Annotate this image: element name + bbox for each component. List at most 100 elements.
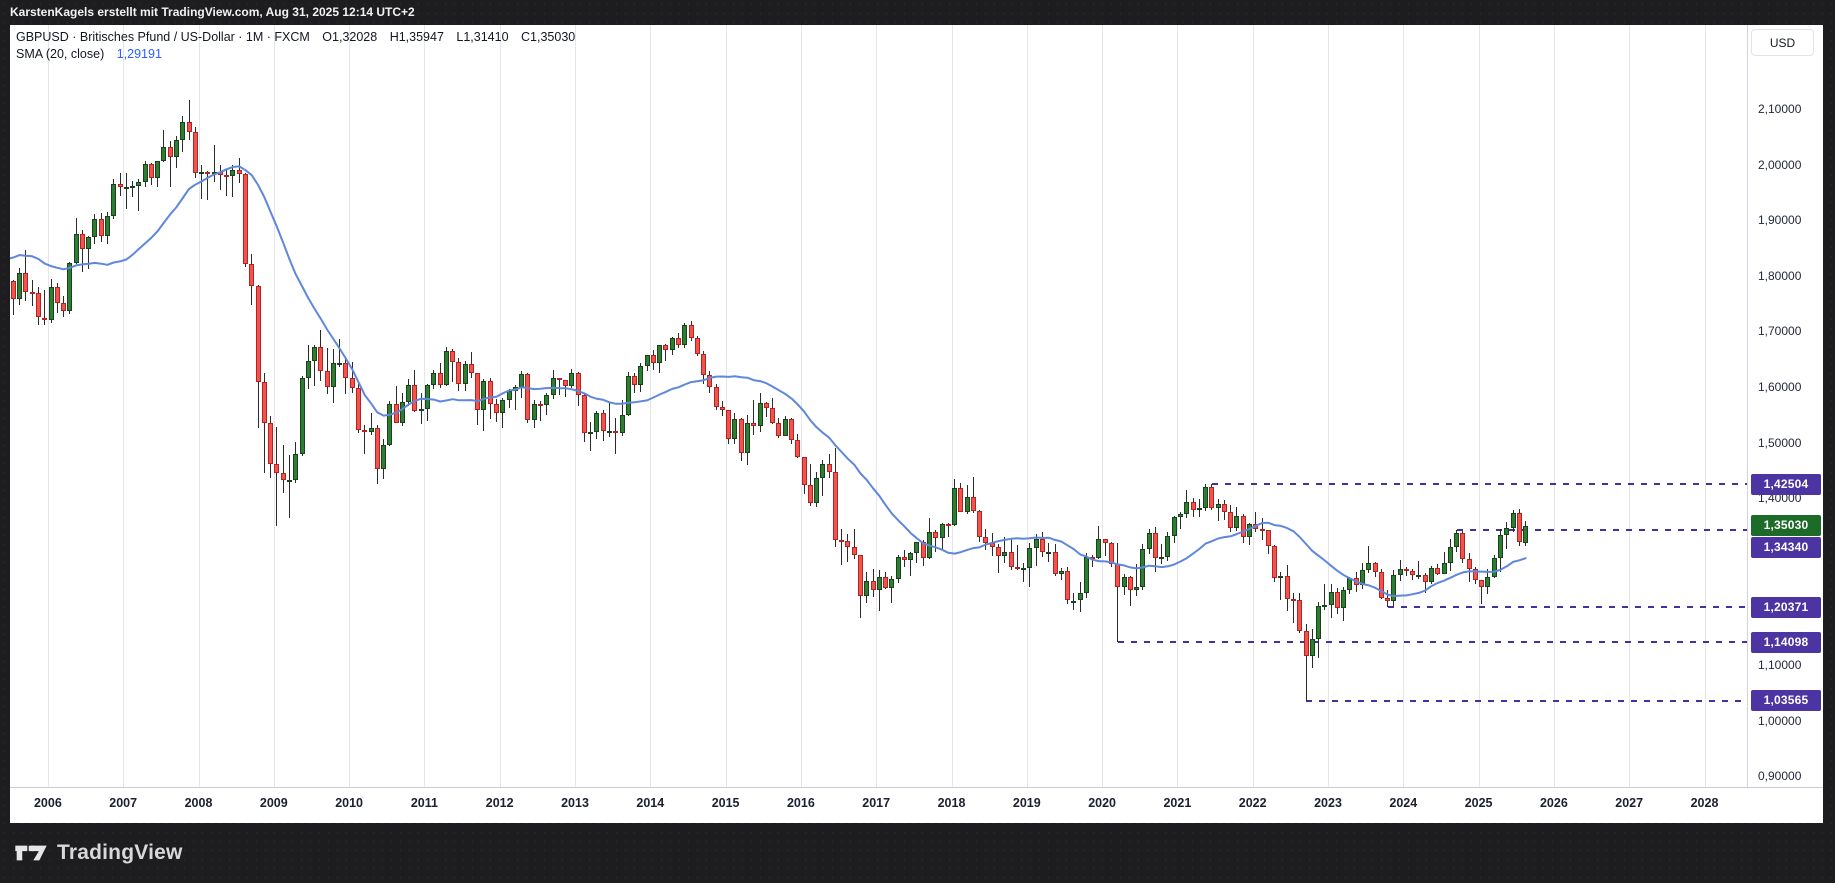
price-badge[interactable]: 1,34340 [1751, 537, 1821, 559]
legend-symbol[interactable]: GBPUSD · Britisches Pfund / US-Dollar · … [16, 30, 310, 44]
legend-symbol-row[interactable]: GBPUSD · Britisches Pfund / US-Dollar · … [16, 30, 575, 44]
sma-line [10, 165, 1527, 598]
price-badge[interactable]: 1,42504 [1751, 473, 1821, 495]
year-label[interactable]: 2022 [1238, 796, 1267, 810]
candle-down [54, 287, 60, 304]
year-gridline [123, 25, 125, 787]
candle-down [487, 381, 493, 404]
candle-up [130, 185, 136, 188]
year-label[interactable]: 2024 [1389, 796, 1418, 810]
candle-up [588, 432, 594, 435]
price-axis-label: 1,10000 [1758, 658, 1802, 672]
candle-up [1215, 503, 1221, 508]
legend-indicator-label[interactable]: SMA (20, close) [16, 47, 105, 61]
candle-down [318, 346, 324, 372]
year-label[interactable]: 2014 [636, 796, 665, 810]
tradingview-logo-icon[interactable] [14, 841, 48, 865]
price-badge[interactable]: 1,03565 [1751, 690, 1821, 712]
candle-down [186, 121, 192, 132]
legend-high: H1,35947 [389, 30, 444, 44]
price-axis-label: 0,90000 [1758, 769, 1802, 784]
year-label[interactable]: 2006 [33, 796, 62, 810]
candle-down [243, 174, 249, 265]
year-label[interactable]: 2021 [1163, 796, 1192, 810]
candle-down [1422, 574, 1428, 583]
price-axis[interactable]: 2,10000 2,00000 1,90000 1,80000 1,70000 1,600… [1747, 25, 1823, 787]
candle-up [1359, 570, 1365, 585]
candle-down [996, 547, 1002, 557]
year-label[interactable]: 2008 [184, 796, 213, 810]
price-badge[interactable]: 1,14098 [1751, 631, 1821, 653]
candle-down [10, 280, 16, 300]
candle-up [814, 478, 820, 503]
candle-wick [1506, 521, 1508, 550]
candle-up [1366, 562, 1372, 571]
candle-wick [1136, 564, 1138, 597]
candle-down [738, 418, 744, 453]
year-label[interactable]: 2013 [561, 796, 589, 810]
candle-up [619, 414, 625, 433]
candle-wick [188, 100, 190, 141]
year-label[interactable]: 2007 [109, 796, 138, 810]
candle-down [694, 338, 700, 354]
year-label[interactable]: 2010 [335, 796, 363, 810]
candle-down [224, 175, 230, 178]
candle-up [481, 381, 487, 411]
year-label[interactable]: 2020 [1088, 796, 1116, 810]
candle-up [211, 172, 217, 175]
year-label[interactable]: 2019 [1012, 796, 1041, 810]
candle-down [983, 537, 989, 543]
candle-down [1272, 546, 1278, 578]
year-label[interactable]: 2011 [410, 796, 438, 810]
candle-up [1485, 577, 1491, 588]
candle-up [625, 376, 631, 415]
year-label[interactable]: 2026 [1539, 796, 1568, 810]
year-label[interactable]: 2017 [862, 796, 891, 810]
time-axis[interactable]: 2006 2007 2008 2009 2010 2011 2012 2013 2014 2015… [10, 787, 1823, 823]
chart-legend[interactable]: GBPUSD · Britisches Pfund / US-Dollar · … [16, 30, 575, 61]
candle-down [701, 353, 707, 376]
candle-up [1178, 514, 1183, 517]
year-gridline [198, 25, 200, 787]
year-label[interactable]: 2009 [259, 796, 288, 810]
year-label[interactable]: 2012 [485, 796, 514, 810]
candle-down [613, 430, 619, 433]
candle-down [1253, 524, 1259, 530]
year-label[interactable]: 2028 [1690, 796, 1719, 810]
candle-down [575, 372, 581, 396]
candle-up [657, 345, 663, 363]
candle-up [1046, 552, 1052, 555]
candle-up [531, 404, 537, 421]
price-badge[interactable]: 1,35030 [1751, 515, 1821, 537]
year-label[interactable]: 2015 [711, 796, 740, 810]
candle-up [1510, 513, 1516, 529]
candle-down [1466, 559, 1472, 569]
level-line [1456, 528, 1747, 531]
price-badge[interactable]: 1,20371 [1751, 596, 1821, 618]
candle-up [1165, 536, 1171, 557]
year-label[interactable]: 2016 [786, 796, 815, 810]
candle-down [989, 542, 995, 548]
candle-down [1460, 532, 1466, 560]
price-axis-label: 1,60000 [1758, 380, 1802, 394]
candle-up [1083, 557, 1089, 594]
year-label[interactable]: 2027 [1615, 796, 1644, 810]
year-gridline [575, 25, 576, 787]
candle-up [1184, 502, 1190, 515]
legend-indicator-row[interactable]: SMA (20, close) 1,29191 [16, 47, 575, 61]
candle-up [123, 187, 129, 190]
year-gridline [1177, 25, 1179, 787]
tradingview-wordmark[interactable]: TradingView [57, 841, 183, 864]
price-chart[interactable]: GBPUSD · Britisches Pfund / US-Dollar · … [10, 25, 1747, 787]
currency-button[interactable]: USD [1751, 29, 1814, 56]
candle-down [663, 345, 669, 350]
candle-down [1290, 599, 1296, 602]
year-label[interactable]: 2018 [937, 796, 966, 810]
candle-wick [847, 533, 849, 563]
candle-down [494, 403, 500, 414]
year-label[interactable]: 2023 [1314, 796, 1342, 810]
candle-down [1052, 552, 1058, 575]
candle-up [1504, 528, 1510, 536]
year-label[interactable]: 2025 [1464, 796, 1493, 810]
year-gridline [1252, 25, 1254, 787]
